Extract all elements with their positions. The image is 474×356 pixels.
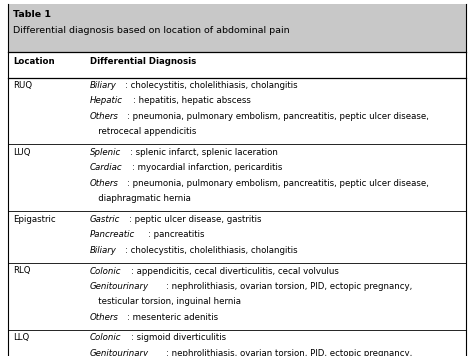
Text: : nephrolithiasis, ovarian torsion, PID, ectopic pregnancy,: : nephrolithiasis, ovarian torsion, PID,… bbox=[166, 282, 412, 291]
Text: : sigmoid diverticulitis: : sigmoid diverticulitis bbox=[131, 334, 226, 342]
Text: Differential diagnosis based on location of abdominal pain: Differential diagnosis based on location… bbox=[13, 26, 290, 35]
Text: RLQ: RLQ bbox=[13, 267, 30, 276]
Text: Biliary: Biliary bbox=[90, 81, 117, 90]
Text: RUQ: RUQ bbox=[13, 81, 32, 90]
Text: : nephrolithiasis, ovarian torsion, PID, ectopic pregnancy,: : nephrolithiasis, ovarian torsion, PID,… bbox=[166, 349, 412, 356]
Text: : pancreatitis: : pancreatitis bbox=[148, 230, 205, 240]
Bar bbox=[8, 4, 466, 52]
Text: : peptic ulcer disease, gastritis: : peptic ulcer disease, gastritis bbox=[129, 215, 262, 224]
Text: : pneumonia, pulmonary embolism, pancreatitis, peptic ulcer disease,: : pneumonia, pulmonary embolism, pancrea… bbox=[127, 112, 429, 121]
Text: Others: Others bbox=[90, 112, 119, 121]
Text: Genitourinary: Genitourinary bbox=[90, 282, 149, 291]
Text: retrocecal appendicitis: retrocecal appendicitis bbox=[90, 127, 196, 136]
Text: Others: Others bbox=[90, 179, 119, 188]
Text: : mesenteric adenitis: : mesenteric adenitis bbox=[127, 313, 219, 322]
Text: diaphragmatic hernia: diaphragmatic hernia bbox=[90, 194, 191, 204]
Text: Differential Diagnosis: Differential Diagnosis bbox=[90, 57, 196, 66]
Text: Genitourinary: Genitourinary bbox=[90, 349, 149, 356]
Text: : myocardial infarction, pericarditis: : myocardial infarction, pericarditis bbox=[132, 163, 283, 173]
Text: LLQ: LLQ bbox=[13, 334, 29, 342]
Text: Splenic: Splenic bbox=[90, 148, 121, 157]
Text: Biliary: Biliary bbox=[90, 246, 117, 255]
Text: Epigastric: Epigastric bbox=[13, 215, 55, 224]
Text: Location: Location bbox=[13, 57, 55, 66]
Text: Gastric: Gastric bbox=[90, 215, 120, 224]
Text: : pneumonia, pulmonary embolism, pancreatitis, peptic ulcer disease,: : pneumonia, pulmonary embolism, pancrea… bbox=[127, 179, 429, 188]
Text: Table 1: Table 1 bbox=[13, 10, 51, 19]
Text: : hepatitis, hepatic abscess: : hepatitis, hepatic abscess bbox=[133, 96, 250, 105]
Text: Colonic: Colonic bbox=[90, 334, 121, 342]
Text: : cholecystitis, cholelithiasis, cholangitis: : cholecystitis, cholelithiasis, cholang… bbox=[125, 246, 297, 255]
Text: testicular torsion, inguinal hernia: testicular torsion, inguinal hernia bbox=[90, 298, 241, 307]
Text: : cholecystitis, cholelithiasis, cholangitis: : cholecystitis, cholelithiasis, cholang… bbox=[125, 81, 297, 90]
Text: Hepatic: Hepatic bbox=[90, 96, 123, 105]
Text: Colonic: Colonic bbox=[90, 267, 121, 276]
Text: : splenic infarct, splenic laceration: : splenic infarct, splenic laceration bbox=[130, 148, 278, 157]
Text: Pancreatic: Pancreatic bbox=[90, 230, 135, 240]
Text: LUQ: LUQ bbox=[13, 148, 30, 157]
Text: Cardiac: Cardiac bbox=[90, 163, 123, 173]
Text: Others: Others bbox=[90, 313, 119, 322]
Text: : appendicitis, cecal diverticulitis, cecal volvulus: : appendicitis, cecal diverticulitis, ce… bbox=[131, 267, 338, 276]
